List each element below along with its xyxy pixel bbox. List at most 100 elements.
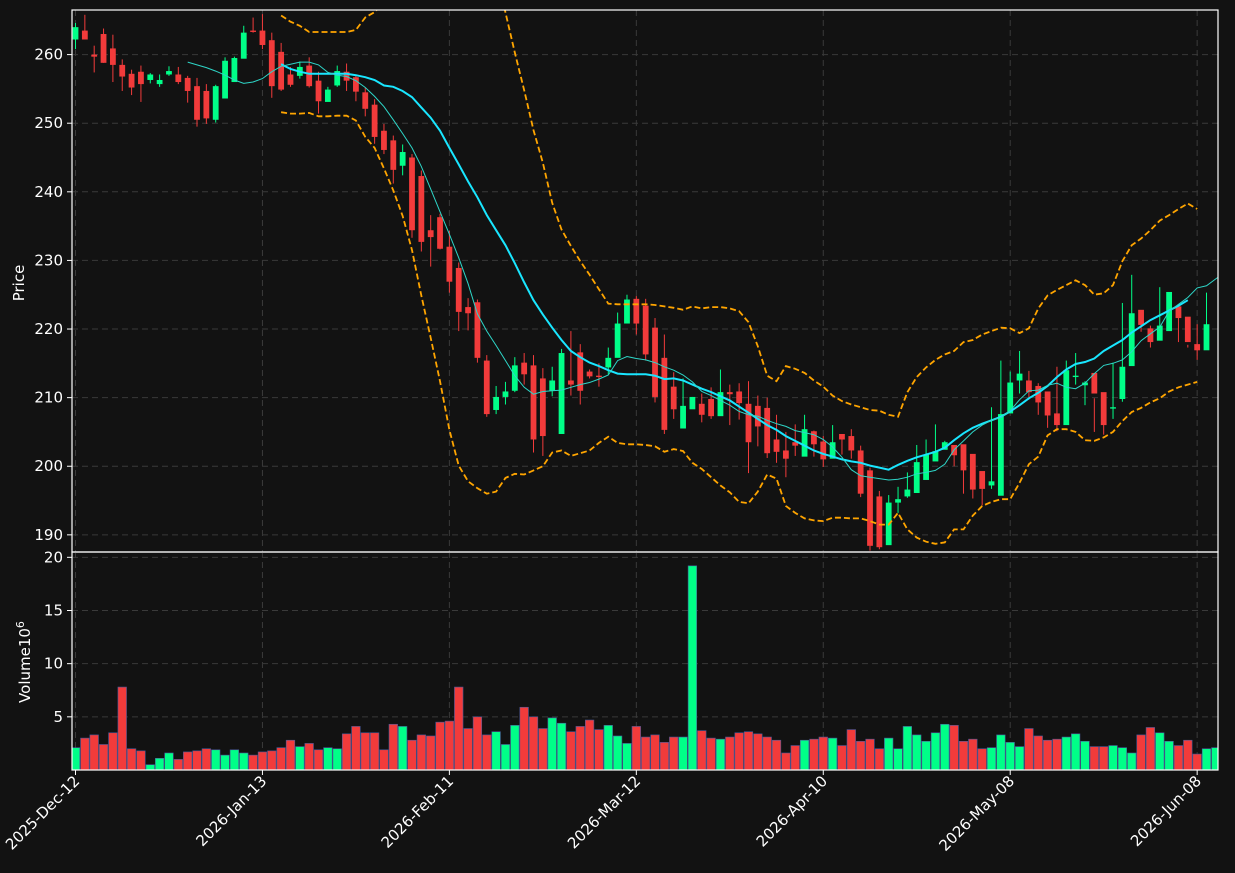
price-tick-label: 250: [34, 114, 63, 132]
candle-body: [624, 299, 630, 324]
candle-body: [867, 470, 873, 546]
volume-bar: [622, 743, 632, 770]
candle-body: [1138, 309, 1144, 325]
candle-body: [801, 429, 808, 457]
candle-body: [222, 60, 228, 99]
candle-body: [437, 217, 443, 249]
volume-bar: [360, 732, 370, 770]
volume-bar: [706, 737, 716, 770]
candle-body: [997, 414, 1004, 496]
volume-bar: [407, 739, 417, 770]
volume-bar: [379, 749, 389, 770]
volume-bar: [323, 747, 333, 770]
volume-tick-label: 5: [53, 708, 63, 726]
volume-bar: [80, 737, 90, 770]
candle-body: [1016, 373, 1023, 381]
volume-axis-label-multiplier: 10: [16, 628, 34, 647]
candle-body: [315, 80, 322, 102]
price-tick-label: 220: [34, 320, 63, 338]
volume-panel: 5 10 15 20: [44, 548, 1219, 771]
volume-bar: [781, 752, 791, 770]
candle-body: [1203, 324, 1210, 351]
volume-bar: [229, 749, 240, 770]
candle-body: [876, 496, 883, 548]
volume-bar: [220, 754, 230, 770]
volume-bar: [126, 748, 137, 770]
candle-body: [418, 176, 425, 242]
volume-bars-group: [72, 565, 1218, 770]
candle-body: [1072, 375, 1079, 378]
volume-bar: [211, 749, 221, 770]
volume-axis-label: Volume106: [14, 621, 34, 703]
candle-body: [988, 481, 995, 486]
volume-tick-label: 20: [44, 548, 63, 566]
volume-tick-label: 10: [44, 655, 63, 673]
volume-bar: [949, 725, 959, 770]
volume-bar: [613, 735, 623, 770]
candle-body: [81, 30, 88, 40]
volume-bar: [267, 750, 277, 770]
candle-body: [184, 77, 191, 91]
candle-body: [904, 489, 911, 497]
candles-group: [72, 10, 1218, 551]
volume-bar: [416, 734, 426, 770]
candle-body: [362, 92, 369, 109]
volume-bar: [650, 734, 660, 770]
volume-bar: [388, 723, 398, 770]
candle-body: [614, 323, 621, 358]
candle-body: [1007, 382, 1014, 414]
candle-body: [231, 58, 238, 83]
volume-bar: [828, 737, 838, 770]
candle-body: [175, 74, 182, 83]
volume-bar: [1192, 753, 1202, 770]
candle-body: [109, 48, 116, 65]
volume-bar: [248, 754, 258, 770]
candle-body: [596, 375, 602, 378]
candle-body: [1156, 325, 1163, 341]
volume-bar: [968, 738, 978, 770]
volume-bar: [1145, 727, 1156, 770]
volume-bar: [977, 748, 987, 770]
volume-bar: [594, 729, 604, 770]
volume-bar: [893, 748, 903, 770]
volume-axis-label-exponent: 6: [14, 621, 27, 628]
candle-body: [1044, 391, 1051, 416]
candle-body: [745, 403, 752, 443]
volume-bar: [715, 738, 726, 770]
volume-bar: [584, 719, 595, 770]
candle-body: [511, 365, 518, 391]
candle-body: [913, 462, 920, 493]
candle-body: [381, 130, 387, 150]
candle-body: [259, 30, 266, 45]
volume-bar: [1127, 752, 1137, 770]
candle-body: [567, 380, 574, 385]
candle-body: [1119, 366, 1126, 400]
volume-bar: [1061, 736, 1071, 770]
candle-body: [539, 378, 546, 437]
candle-body: [577, 352, 584, 391]
candle-body: [792, 442, 799, 446]
upper-band-line: [280, 10, 1198, 418]
volume-bar: [1136, 734, 1146, 770]
volume-bar: [603, 725, 613, 770]
volume-bar: [538, 728, 548, 770]
candle-body: [72, 27, 79, 40]
candle-body: [465, 307, 471, 314]
candle-body: [1035, 385, 1042, 403]
volume-panel-frame: [71, 551, 1219, 771]
candle-body: [811, 431, 817, 445]
volume-bar: [930, 732, 941, 770]
candle-body: [1128, 313, 1135, 367]
volume-bar: [164, 752, 174, 770]
volume-bar: [753, 733, 763, 770]
candle-body: [446, 246, 453, 282]
volume-bar: [519, 706, 529, 770]
candle-body: [848, 436, 855, 451]
candle-body: [764, 407, 771, 454]
volume-bar: [818, 736, 828, 770]
candle-body: [240, 32, 247, 59]
candle-body: [1184, 316, 1191, 343]
candle-body: [1054, 413, 1060, 426]
volume-bar: [986, 747, 997, 770]
candle-body: [661, 357, 668, 430]
